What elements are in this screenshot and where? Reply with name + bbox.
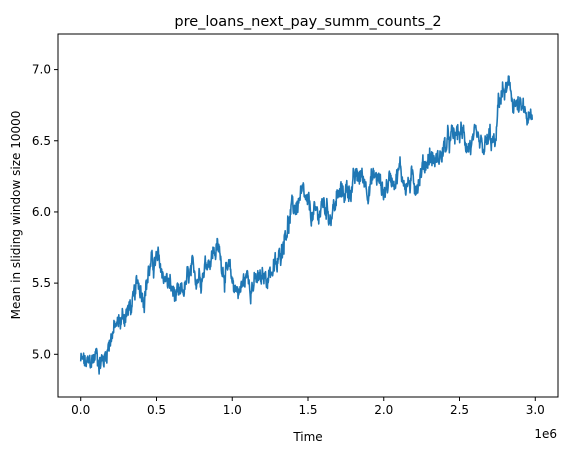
y-tick-label: 5.0 — [32, 347, 51, 361]
y-tick-label: 7.0 — [32, 63, 51, 77]
x-tick-label: 1.0 — [223, 403, 242, 417]
x-axis-label: Time — [292, 430, 322, 444]
x-tick-label: 1.5 — [298, 403, 317, 417]
x-tick-label: 0.0 — [71, 403, 90, 417]
x-axis-offset-label: 1e6 — [534, 427, 557, 441]
series-line — [79, 75, 534, 375]
x-tick-label: 2.5 — [450, 403, 469, 417]
x-axis: 0.0 0.5 1.0 1.5 2.0 2.5 3.0 — [71, 397, 545, 417]
x-tick-label: 3.0 — [526, 403, 545, 417]
y-tick-label: 5.5 — [32, 276, 51, 290]
chart-title: pre_loans_next_pay_summ_counts_2 — [174, 14, 441, 30]
x-tick-label: 0.5 — [147, 403, 166, 417]
plot-area — [79, 75, 534, 375]
y-axis-label: Mean in sliding window size 10000 — [9, 111, 23, 320]
y-axis: 5.0 5.5 6.0 6.5 7.0 — [32, 63, 58, 361]
y-tick-label: 6.0 — [32, 205, 51, 219]
y-tick-label: 6.5 — [32, 134, 51, 148]
x-tick-label: 2.0 — [374, 403, 393, 417]
